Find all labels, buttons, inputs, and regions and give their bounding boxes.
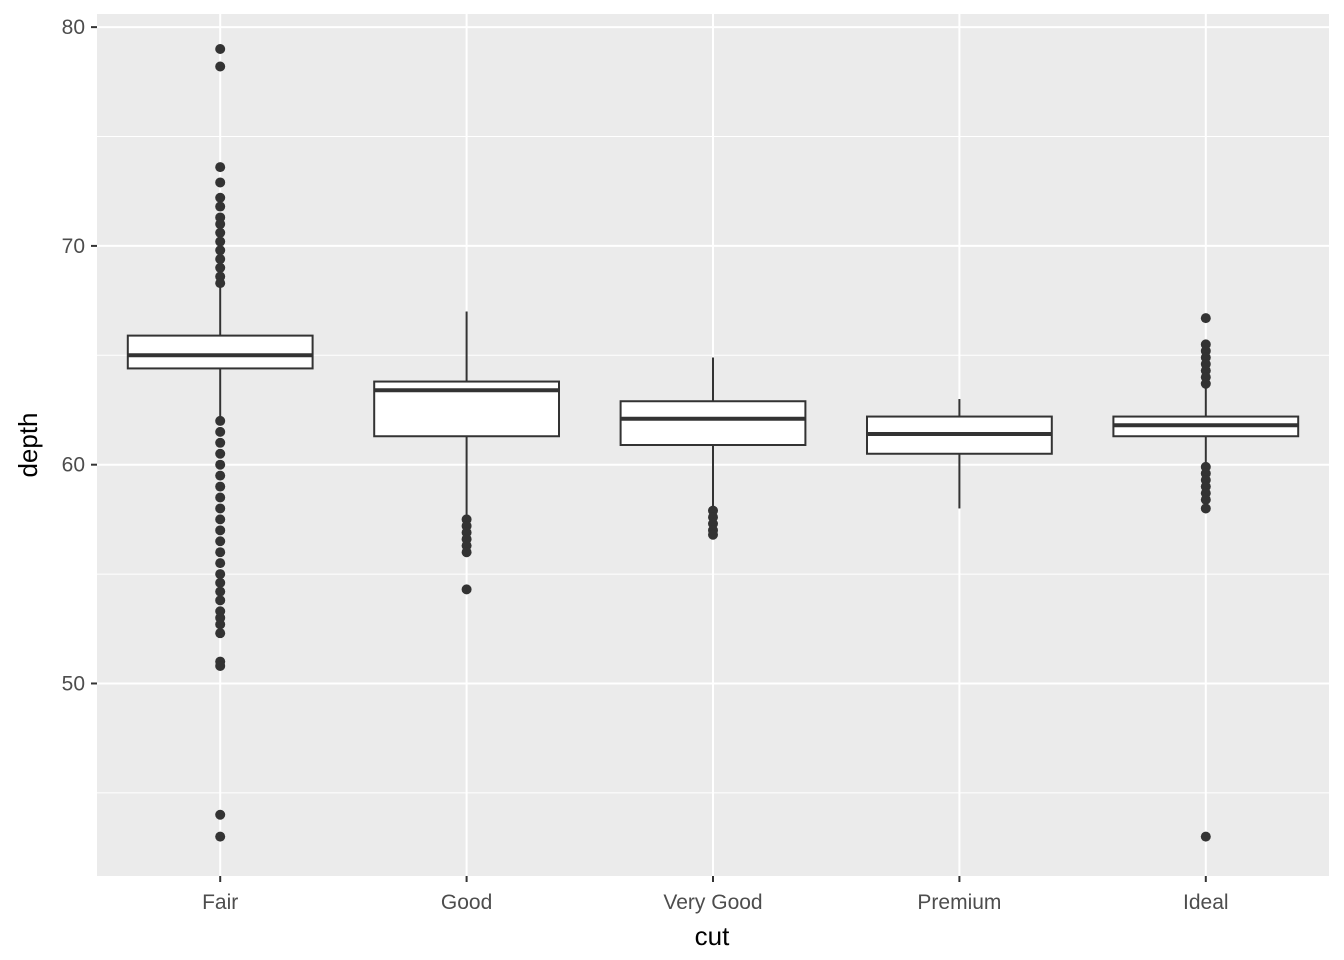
outlier-point [215,278,226,289]
box-very-good [619,357,807,540]
outlier-point [1200,494,1211,505]
outlier-point [215,44,226,55]
outlier-point [215,481,226,492]
outlier-point [1200,503,1211,514]
outlier-point [215,262,226,273]
x-tick-label: Very Good [663,891,762,914]
outlier-point [1200,378,1211,389]
outlier-point [215,628,226,639]
outlier-point [1200,313,1211,324]
outlier-point [461,584,472,595]
outlier-point [215,569,226,580]
y-tick-label: 50 [62,672,85,695]
x-tick-label: Ideal [1183,891,1229,914]
outlier-point [215,558,226,569]
outlier-point [215,219,226,230]
outlier-point [215,492,226,503]
outlier-point [215,503,226,514]
outlier-point [215,547,226,558]
outlier-point [215,426,226,437]
outlier-point [215,61,226,72]
box-good [373,311,561,595]
y-tick-label: 70 [62,235,85,258]
outlier-point [215,448,226,459]
outlier-point [215,236,226,247]
box-iqr [619,400,807,446]
x-tick-label: Fair [202,891,238,914]
outlier-point [215,470,226,481]
outlier-point [215,162,226,173]
outlier-point [215,192,226,203]
outlier-point [215,595,226,606]
y-axis: 50 60 70 80 [62,16,97,695]
box-layer [126,44,1300,842]
outlier-point [215,577,226,588]
outlier-point [708,529,718,540]
outlier-point [215,514,226,525]
outlier-point [215,525,226,536]
box-ideal [1112,313,1300,842]
outlier-point [215,536,226,547]
x-tick-label: Premium [917,891,1001,914]
box-fair [126,44,314,842]
x-tick-label: Good [441,891,492,914]
outlier-point [215,660,226,671]
y-tick-label: 60 [62,454,85,477]
y-tick-label: 80 [62,16,85,39]
x-axis-title: cut [695,921,730,951]
outlier-point [215,245,226,256]
outlier-point [215,227,226,238]
outlier-point [215,177,226,188]
box-iqr [126,334,314,370]
outlier-point [215,415,226,426]
outlier-point [215,254,226,265]
outlier-point [215,459,226,470]
y-axis-title: depth [13,412,43,477]
outlier-point [215,809,226,820]
outlier-point [215,201,226,212]
outlier-point [215,586,226,597]
outlier-point [215,619,226,630]
outlier-point [215,437,226,448]
x-axis: Fair Good Very Good Premium Ideal [202,876,1229,914]
box-premium [866,399,1053,509]
outlier-point [461,547,472,558]
outlier-point [215,831,226,842]
outlier-point [1200,831,1211,842]
